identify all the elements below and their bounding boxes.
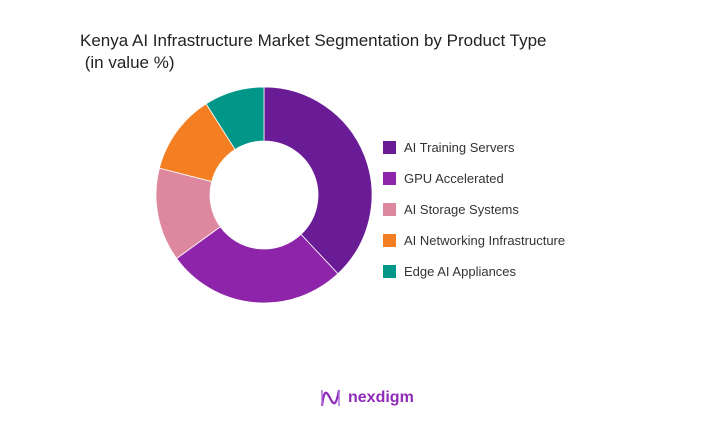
legend-swatch bbox=[383, 203, 396, 216]
legend-item: GPU Accelerated bbox=[383, 163, 565, 194]
legend-label: Edge AI Appliances bbox=[404, 264, 517, 279]
slice-edge-ai-appliances bbox=[205, 86, 265, 150]
legend-swatch bbox=[383, 141, 396, 154]
slice-gpu-accelerated bbox=[176, 226, 339, 304]
legend-label: GPU Accelerated bbox=[404, 171, 504, 186]
nexdigm-logo: nexdigm bbox=[320, 388, 414, 408]
legend-item: Edge AI Appliances bbox=[383, 256, 565, 287]
chart-title: Kenya AI Infrastructure Market Segmentat… bbox=[80, 31, 547, 72]
legend-label: AI Storage Systems bbox=[404, 202, 519, 217]
slice-ai-training-servers bbox=[263, 86, 373, 275]
legend: AI Training Servers GPU Accelerated AI Sto… bbox=[383, 132, 565, 287]
legend-swatch bbox=[383, 172, 396, 185]
logo-text: nexdigm bbox=[348, 389, 414, 406]
legend-swatch bbox=[383, 265, 396, 278]
nexdigm-logo-icon bbox=[320, 389, 341, 407]
legend-item: AI Networking Infrastructure bbox=[383, 225, 565, 256]
legend-item: AI Training Servers bbox=[383, 132, 565, 163]
legend-swatch bbox=[383, 234, 396, 247]
legend-label: AI Networking Infrastructure bbox=[404, 233, 566, 248]
legend-label: AI Training Servers bbox=[404, 140, 515, 155]
legend-item: AI Storage Systems bbox=[383, 194, 565, 225]
